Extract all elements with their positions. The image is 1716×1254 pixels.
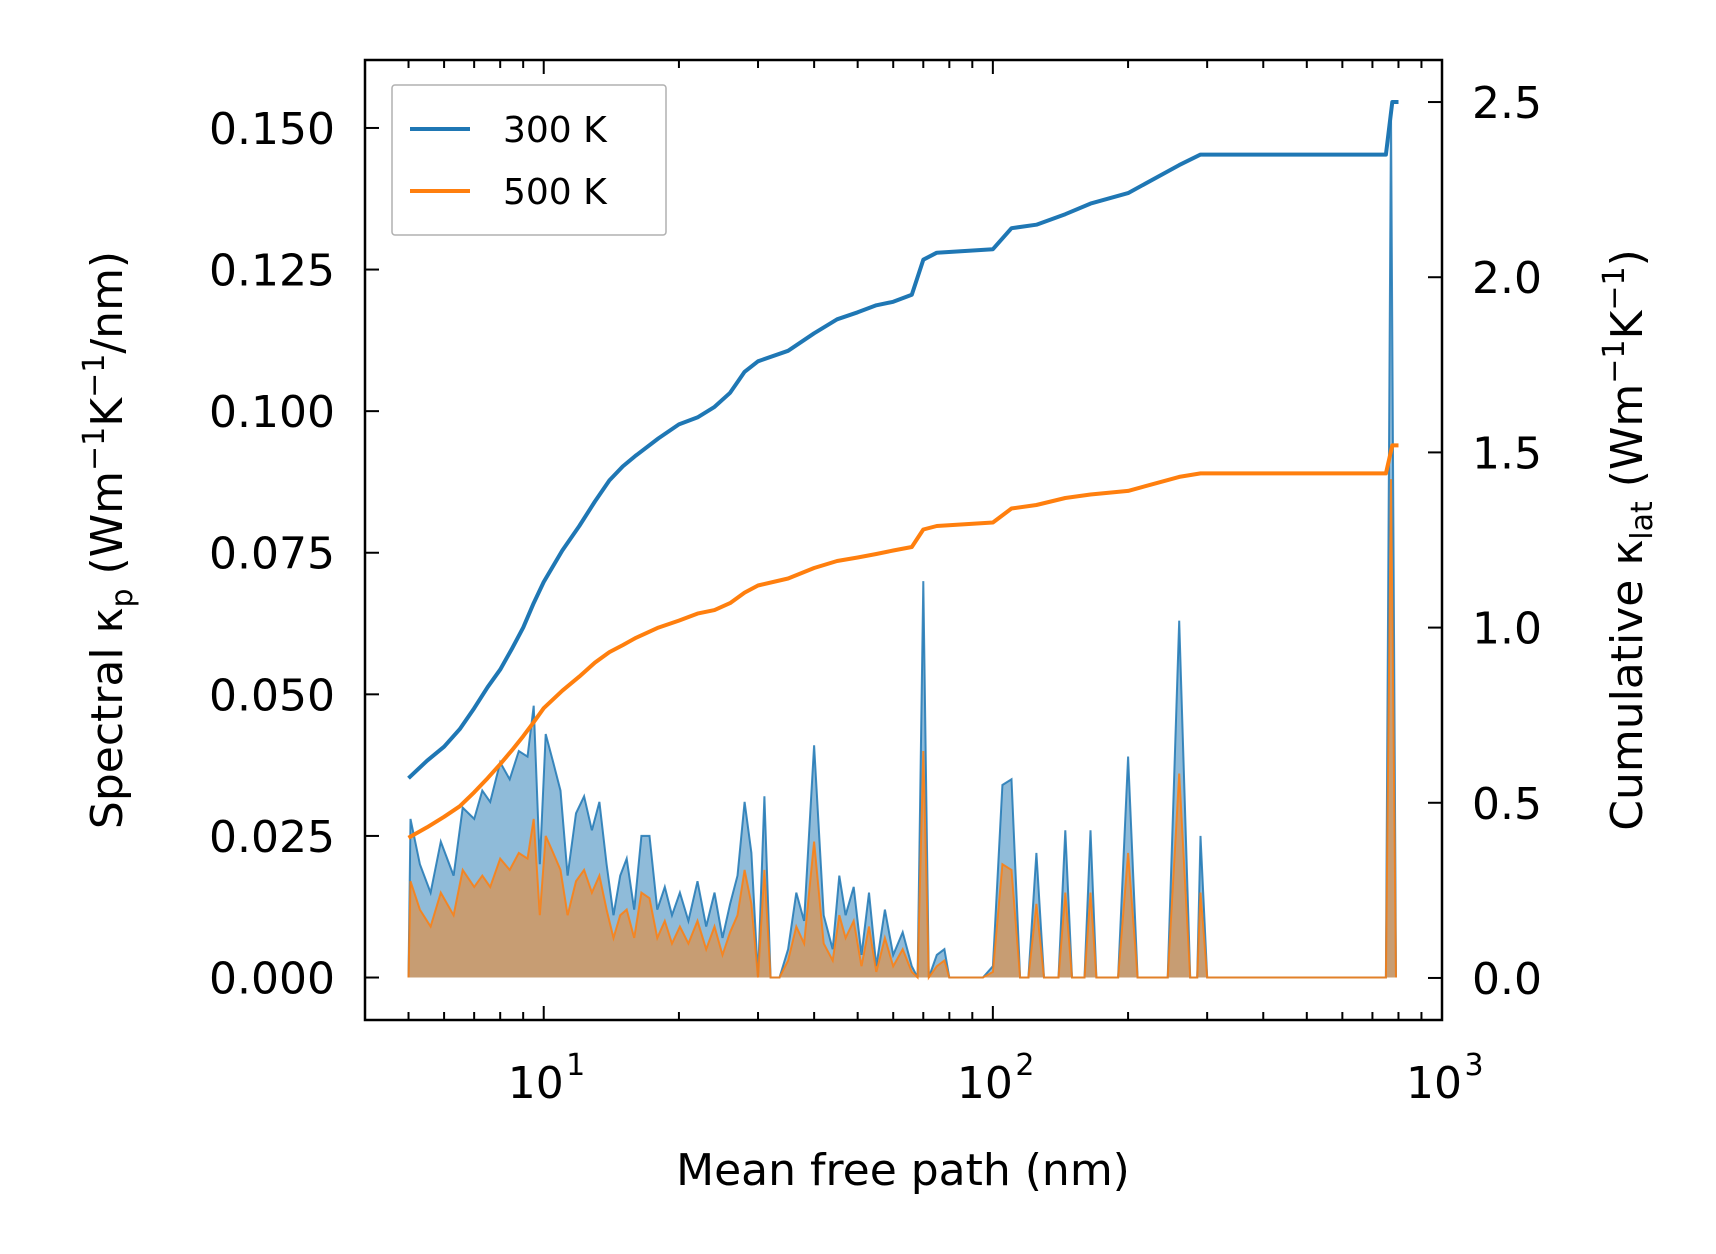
y-right-tick-label: 1.5 xyxy=(1472,428,1542,479)
x-tick-label: 10 xyxy=(1406,1058,1462,1109)
y-left-tick-label: 0.100 xyxy=(209,387,335,438)
x-tick-label-exponent: 3 xyxy=(1464,1048,1483,1083)
legend-frame xyxy=(391,84,667,236)
cumulative-line-300k xyxy=(407,100,1399,780)
legend-label-500k: 500 K xyxy=(503,172,608,213)
y-axis-right-title: Cumulative κlat (Wm−1K−1) xyxy=(1597,249,1660,831)
x-tick-label: 10 xyxy=(957,1058,1013,1109)
y-left-tick-label: 0.075 xyxy=(209,529,335,580)
plot-frame xyxy=(363,58,1444,1022)
spectral-fill-500k xyxy=(408,479,1396,978)
y-left-tick-label: 0.125 xyxy=(209,246,335,297)
y-axis-left-title: Spectral κp (Wm−1K−1/nm) xyxy=(77,251,140,829)
y-right-tick-label: 2.0 xyxy=(1472,253,1542,304)
legend-label-300k: 300 K xyxy=(503,110,608,151)
x-tick-label: 10 xyxy=(508,1058,564,1109)
y-left-tick-label: 0.150 xyxy=(209,104,335,155)
x-tick-label-exponent: 2 xyxy=(1015,1048,1034,1083)
plot-content xyxy=(407,100,1399,981)
y-right-tick-label: 0.0 xyxy=(1472,954,1542,1005)
x-axis-title: Mean free path (nm) xyxy=(676,1145,1130,1196)
x-tick-label-exponent: 1 xyxy=(566,1048,585,1083)
y-left-tick-label: 0.050 xyxy=(209,670,335,721)
y-right-tick-label: 0.5 xyxy=(1472,779,1542,830)
y-right-tick-label: 1.0 xyxy=(1472,604,1542,655)
spectral-line-300k xyxy=(407,110,1397,979)
y-left-tick-label: 0.000 xyxy=(209,954,335,1005)
y-left-tick-label: 0.025 xyxy=(209,812,335,863)
y-right-tick-label: 2.5 xyxy=(1472,78,1542,129)
legend: 300 K 500 K xyxy=(391,84,667,236)
cumulative-line-500k xyxy=(407,443,1399,840)
spectral-line-500k xyxy=(407,479,1397,981)
axis-ticks: 10 1 10 2 10 30.0000.0250.0500.0750.1000.1250… xyxy=(209,60,1542,1109)
